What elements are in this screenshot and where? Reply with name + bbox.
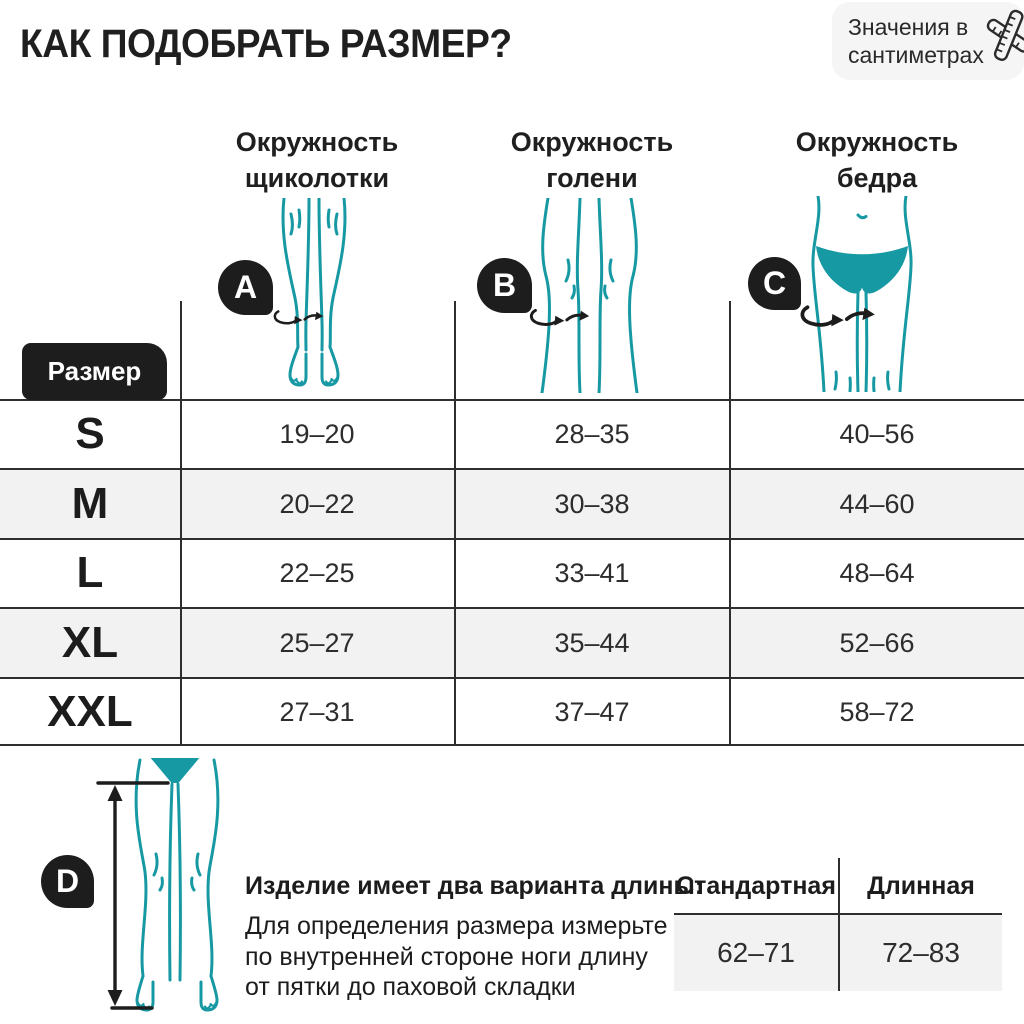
table-line — [0, 399, 1024, 401]
page-title: КАК ПОДОБРАТЬ РАЗМЕР? — [20, 22, 512, 66]
length-standard-header: Стандартная — [676, 872, 836, 900]
table-line — [0, 677, 1024, 679]
length-standard-value: 62–71 — [717, 937, 795, 968]
marker-a: A — [218, 260, 273, 315]
table-divider — [454, 301, 456, 746]
length-arrow-icon — [96, 781, 170, 1010]
size-label-l: L — [76, 548, 104, 597]
units-badge-line1: Значения в — [848, 14, 969, 40]
column-header-ankle-line2: щиколотки — [244, 163, 390, 193]
size-label-xxl: XXL — [47, 687, 133, 736]
circumference-arrow-icon — [273, 310, 324, 325]
ankle-illustration — [281, 198, 347, 387]
table-divider — [180, 301, 182, 746]
value-l-calf: 33–41 — [554, 558, 630, 588]
size-label-xl: XL — [61, 618, 119, 667]
units-badge: Значения в сантиметрах — [832, 2, 1024, 80]
value-s-calf: 28–35 — [554, 419, 630, 449]
table-divider — [729, 301, 731, 746]
column-header-ankle: Окружность щиколотки — [180, 124, 454, 196]
value-xl-hip: 52–66 — [839, 628, 915, 658]
marker-b: B — [477, 258, 532, 313]
marker-a-letter: A — [233, 269, 258, 305]
size-label-s: S — [75, 409, 105, 458]
size-corner-label-text: Размер — [47, 356, 142, 386]
marker-d: D — [41, 855, 94, 908]
value-l-ankle: 22–25 — [279, 558, 355, 588]
ruler-icon — [986, 9, 1024, 61]
circumference-arrow-icon — [800, 305, 875, 327]
value-m-ankle: 20–22 — [279, 489, 355, 519]
value-xl-calf: 35–44 — [554, 628, 630, 658]
row-stripe-m — [0, 470, 1024, 538]
marker-c: C — [748, 257, 801, 310]
length-description-line2: по внутренней стороне ноги длину — [245, 942, 648, 971]
value-xxl-ankle: 27–31 — [279, 697, 355, 727]
column-header-hip: Окружность бедра — [730, 124, 1024, 196]
value-m-hip: 44–60 — [839, 489, 915, 519]
length-table-divider — [838, 858, 840, 991]
size-label-m: M — [71, 479, 109, 528]
column-header-calf: Окружность голени — [455, 124, 729, 196]
length-description-line3: от пятки до паховой складки — [245, 973, 576, 1001]
length-long-value: 72–83 — [882, 937, 960, 968]
column-header-ankle-line1: Окружность — [235, 127, 399, 157]
calf-illustration — [540, 198, 639, 393]
length-description-line1: Для определения размера измерьте — [245, 912, 668, 940]
value-xl-ankle: 25–27 — [279, 628, 355, 658]
length-long-header: Длинная — [867, 872, 975, 900]
marker-b-letter: B — [492, 267, 517, 303]
table-line — [0, 744, 1024, 746]
table-line — [0, 468, 1024, 470]
value-m-calf: 30–38 — [554, 489, 630, 519]
value-xxl-hip: 58–72 — [839, 697, 915, 727]
value-xxl-calf: 37–47 — [554, 697, 630, 727]
column-header-hip-line1: Окружность — [795, 127, 959, 157]
row-stripe-xl — [0, 609, 1024, 677]
circumference-arrow-icon — [529, 308, 590, 326]
units-badge-text: Значения в сантиметрах — [848, 13, 984, 69]
hip-illustration — [811, 196, 913, 392]
length-description: Для определения размера измерьте по внут… — [245, 911, 668, 1003]
units-badge-line2: сантиметрах — [848, 42, 984, 68]
column-header-calf-line2: голени — [546, 163, 638, 193]
marker-d-letter: D — [55, 863, 80, 899]
table-line — [0, 538, 1024, 540]
column-header-calf-line1: Окружность — [510, 127, 674, 157]
value-s-hip: 40–56 — [839, 419, 915, 449]
length-heading: Изделие имеет два варианта длины: — [245, 872, 704, 900]
marker-c-letter: C — [762, 265, 787, 301]
value-l-hip: 48–64 — [839, 558, 915, 588]
size-corner-label: Размер — [22, 343, 167, 400]
column-header-hip-line2: бедра — [836, 163, 918, 193]
value-s-ankle: 19–20 — [279, 419, 355, 449]
table-line — [0, 607, 1024, 609]
